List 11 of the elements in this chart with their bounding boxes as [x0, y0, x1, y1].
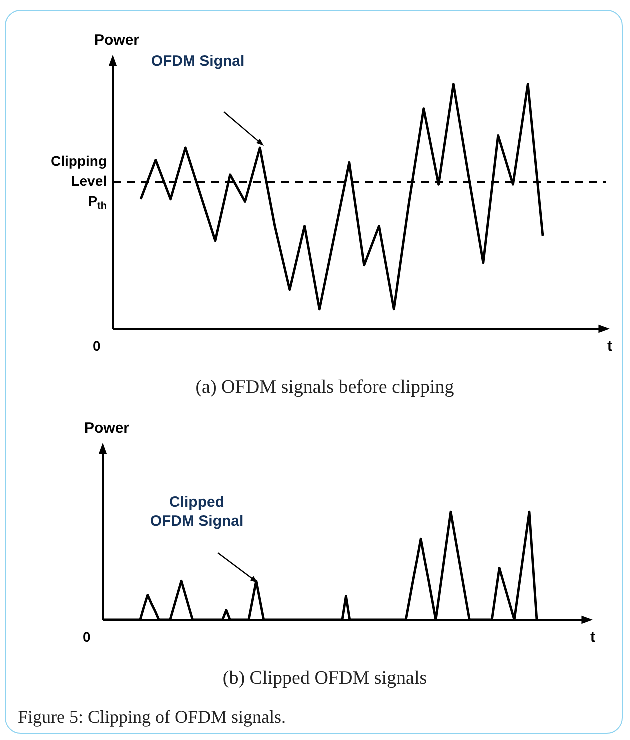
text: (a) OFDM signals before clipping: [194, 377, 456, 399]
caption: Figure 5: Clipping of OFDM signals.: [18, 707, 286, 728]
text: (b) Clipped OFDM signals: [222, 668, 428, 690]
annotation: Clipped OFDM Signal: [149, 493, 245, 531]
text: 0: [93, 338, 101, 354]
text: OFDM Signal: [150, 52, 246, 71]
x-axis-title: t: [590, 629, 596, 646]
y-axis-title: Power: [94, 32, 140, 50]
y-axis-title: Power: [84, 420, 130, 438]
text: 0: [83, 629, 91, 645]
x-axis-title: t: [608, 338, 612, 356]
